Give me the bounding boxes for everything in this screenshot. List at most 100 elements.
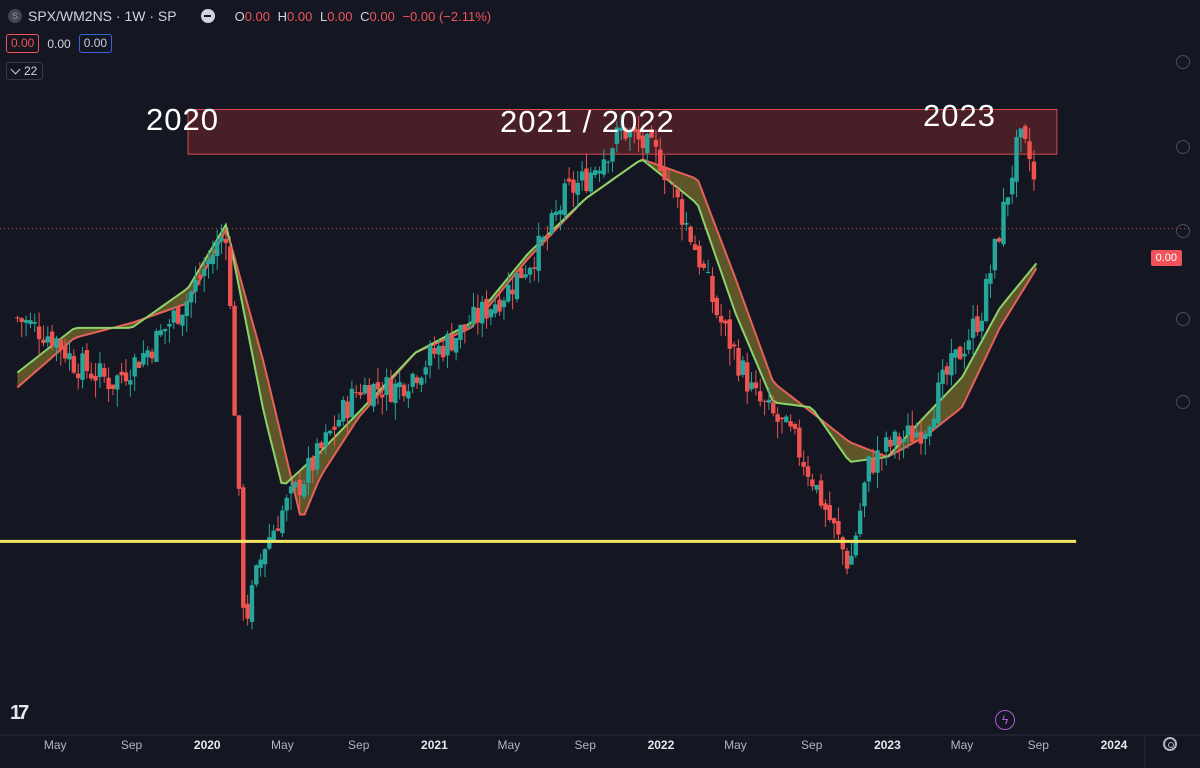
indicator-value-red[interactable]: 0.00	[6, 34, 40, 53]
candle	[15, 317, 20, 319]
candle	[632, 126, 637, 132]
candle	[579, 171, 585, 181]
candle	[1018, 128, 1024, 138]
price-scale-icon[interactable]	[1176, 395, 1190, 409]
candle	[884, 437, 889, 452]
candle	[788, 421, 793, 427]
candle	[953, 349, 958, 358]
candle	[36, 326, 42, 340]
candle	[1001, 201, 1006, 245]
x-tick-label: May	[724, 738, 747, 752]
candle	[223, 238, 229, 244]
candle	[340, 399, 346, 422]
candle	[818, 480, 824, 506]
x-tick-label: Sep	[1027, 738, 1049, 752]
candle	[888, 439, 893, 447]
candle	[458, 324, 463, 340]
indicator-value-blue[interactable]: 0.00	[78, 34, 113, 53]
candle	[996, 238, 1002, 242]
hide-series-icon[interactable]	[200, 9, 215, 23]
candle	[284, 497, 289, 511]
candle	[510, 289, 515, 295]
x-tick-label: Sep	[574, 738, 596, 752]
candle	[293, 482, 298, 488]
tradingview-logo-icon[interactable]: 17	[10, 702, 29, 724]
candle	[914, 432, 919, 438]
candle	[327, 430, 333, 434]
candle	[779, 417, 785, 420]
candle	[1005, 197, 1011, 205]
candle	[97, 363, 103, 378]
candle	[480, 301, 485, 324]
candle	[397, 382, 402, 388]
candle	[605, 161, 611, 163]
candle	[245, 603, 250, 619]
candle	[427, 345, 433, 366]
candle	[301, 484, 307, 497]
collapse-indicators-button[interactable]: 22	[6, 62, 44, 80]
candle	[354, 392, 359, 394]
candle	[766, 399, 772, 403]
candle	[870, 458, 876, 473]
candle	[840, 537, 845, 550]
x-tick-label: May	[497, 738, 521, 752]
candle	[336, 419, 342, 427]
candle	[905, 425, 911, 436]
candle	[523, 274, 528, 278]
candle	[149, 351, 155, 359]
candle	[254, 565, 259, 585]
indicator-values: 0.00 0.00 0.00	[6, 34, 113, 53]
candle	[744, 362, 750, 392]
candle	[453, 338, 459, 353]
high-key: H	[277, 8, 288, 24]
candle	[175, 306, 181, 324]
candle	[970, 318, 976, 338]
candle	[188, 291, 194, 303]
candle	[558, 210, 563, 215]
candle	[671, 184, 676, 186]
candle	[640, 135, 646, 149]
candle	[619, 127, 624, 131]
candle	[475, 307, 481, 323]
chevron-down-icon	[10, 64, 21, 74]
candle	[823, 503, 828, 510]
candle	[979, 320, 984, 332]
symbol-badge[interactable]: S	[8, 9, 22, 23]
gear-icon[interactable]	[1163, 737, 1177, 751]
candle	[875, 450, 880, 473]
candle	[792, 423, 798, 429]
candle	[514, 273, 520, 300]
x-tick-label: 2022	[647, 738, 675, 752]
annotation-2021-2022: 2021 / 2022	[500, 104, 675, 139]
candle	[58, 339, 64, 350]
price-scale-icon[interactable]	[1176, 312, 1190, 326]
candle	[714, 297, 719, 316]
price-scale-icon[interactable]	[1176, 55, 1190, 69]
candle	[549, 213, 554, 234]
candle	[814, 485, 819, 490]
symbol-title[interactable]: SPX/WM2NS · 1W · SP	[28, 8, 177, 24]
candle	[962, 353, 967, 357]
x-tick-label: 2020	[193, 738, 221, 752]
candle	[219, 237, 224, 242]
price-scale-icon[interactable]	[1176, 224, 1190, 238]
candle	[957, 346, 963, 360]
candle	[857, 510, 863, 535]
candle	[975, 316, 980, 333]
x-tick-label: May	[271, 738, 294, 752]
price-scale-icon[interactable]	[1176, 140, 1190, 154]
low-value: 0.00	[327, 8, 353, 24]
lightning-icon[interactable]: ϟ	[995, 710, 1015, 730]
x-tick-label: Sep	[801, 738, 823, 752]
candle	[267, 537, 272, 549]
candle	[653, 139, 659, 147]
annotation-2020: 2020	[146, 102, 219, 137]
candle	[49, 331, 55, 347]
ohlc-values: O0.00 H0.00 L0.00 C0.00 −0.00 (−2.11%)	[235, 9, 496, 24]
candle	[501, 300, 507, 308]
change-value: −0.00 (−2.11%)	[402, 8, 492, 24]
candle	[949, 353, 954, 376]
indicator-value-mid: 0.00	[47, 36, 71, 51]
moving-average-layer	[16, 158, 1038, 516]
